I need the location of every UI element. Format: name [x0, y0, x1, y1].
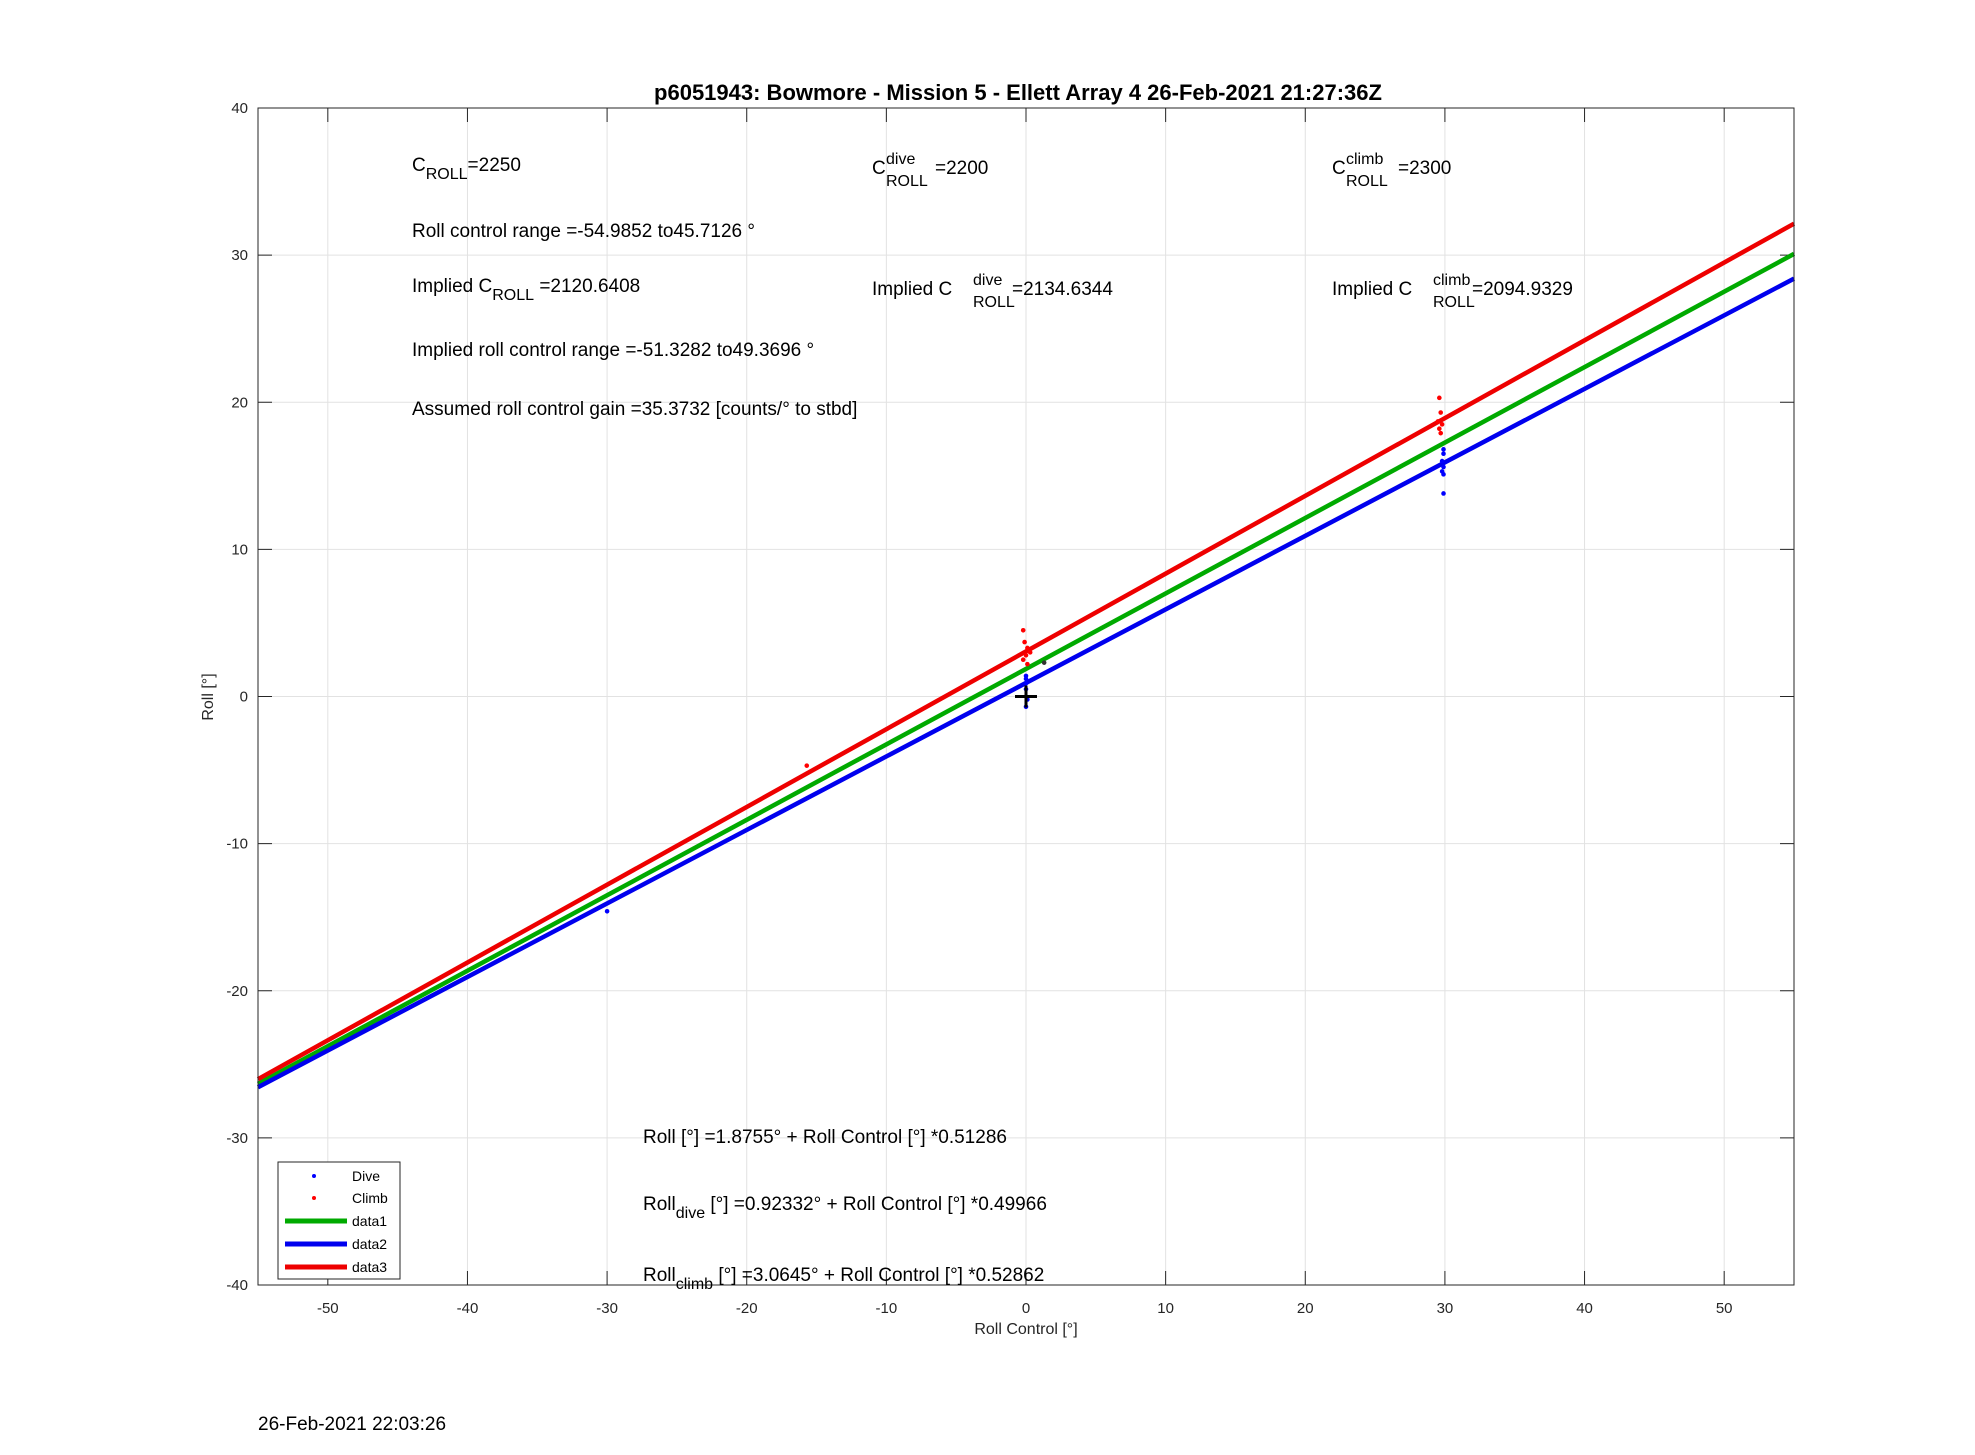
x-tick-label: 30	[1437, 1300, 1454, 1317]
series-line-data3	[256, 221, 1796, 1082]
x-tick-label: 0	[1022, 1300, 1030, 1317]
implied-c-roll-climb-sub: ROLL	[1433, 294, 1475, 311]
c-roll-climb-annotation: C	[1332, 158, 1346, 179]
legend-dive-marker	[312, 1174, 316, 1178]
point-dive	[1441, 447, 1446, 452]
c-roll-dive-value: =2200	[935, 158, 988, 179]
y-tick-label: -30	[226, 1130, 248, 1147]
implied-c-roll-climb-value: =2094.9329	[1472, 279, 1573, 300]
y-tick-label: -40	[226, 1277, 248, 1294]
y-tick-label: -10	[226, 836, 248, 853]
c-roll-annotation: CROLL=2250	[412, 155, 521, 183]
legend-data1-label: data1	[352, 1213, 387, 1229]
y-tick-label: 30	[231, 247, 248, 264]
point-climb	[1435, 419, 1441, 424]
x-tick-label: -10	[876, 1300, 898, 1317]
point-climb	[1027, 650, 1033, 655]
x-tick-label: -20	[736, 1300, 758, 1317]
point-dive	[1023, 680, 1029, 686]
point-climb	[1025, 661, 1030, 667]
y-tick-label: 20	[231, 394, 248, 411]
c-roll-dive-sub: ROLL	[886, 173, 928, 190]
implied-c-roll-dive: Implied C	[872, 279, 952, 300]
series-line-data1	[256, 251, 1796, 1086]
point-dive	[604, 909, 610, 914]
point-dive	[1439, 458, 1445, 464]
implied-c-roll-dive-sub: ROLL	[973, 294, 1015, 311]
y-tick-label: -20	[226, 983, 248, 1000]
x-tick-label: -50	[317, 1300, 339, 1317]
implied-c-roll: Implied CROLL =2120.6408	[412, 276, 640, 304]
fit-climb-equation: Rollclimb [°] =3.0645° + Roll Control [°…	[643, 1265, 1044, 1293]
y-tick-label: 40	[231, 100, 248, 117]
point-dive	[1441, 472, 1446, 477]
implied-range: Implied roll control range =-51.3282 to4…	[412, 340, 814, 361]
roll-control-gain: Assumed roll control gain =35.3732 [coun…	[412, 399, 857, 420]
point-dive	[1441, 464, 1446, 470]
fit-dive-equation: Rolldive [°] =0.92332° + Roll Control [°…	[643, 1194, 1047, 1222]
point-climb	[1022, 639, 1027, 645]
x-tick-label: 50	[1716, 1300, 1733, 1317]
print-timestamp: 26-Feb-2021 22:03:26	[258, 1414, 446, 1435]
annotations: CROLL=2250 C dive ROLL =2200 C climb ROL…	[412, 151, 1573, 1293]
point-climb	[1437, 426, 1442, 432]
fit-all-equation: Roll [°] =1.8755° + Roll Control [°] *0.…	[643, 1127, 1007, 1148]
point-climb	[1023, 653, 1029, 658]
x-axis-label: Roll Control [°]	[974, 1321, 1077, 1338]
x-tick-label: -30	[596, 1300, 618, 1317]
point-climb	[1025, 645, 1030, 651]
point-climb	[1437, 395, 1442, 401]
legend-dive-label: Dive	[352, 1168, 380, 1184]
legend-climb-marker	[312, 1196, 316, 1200]
x-tick-label: 10	[1157, 1300, 1174, 1317]
implied-c-roll-climb-sup: climb	[1433, 272, 1470, 289]
c-roll-climb-sup: climb	[1346, 151, 1383, 168]
point-dive	[1441, 491, 1446, 496]
data-points	[604, 395, 1446, 914]
legend: Dive Climb data1 data2 data3	[277, 1161, 401, 1280]
y-tick-label: 0	[240, 689, 248, 706]
tick-labels: -50 -40 -30 -20 -10 0 10 20 30 40 50 -40 -30 -20 -10 0 1…	[226, 100, 1732, 1317]
point-climb	[1438, 410, 1444, 415]
point-climb	[1020, 627, 1026, 633]
legend-climb-label: Climb	[352, 1190, 388, 1206]
point-climb	[1439, 422, 1445, 427]
point-climb	[804, 763, 810, 768]
legend-data2-label: data2	[352, 1236, 387, 1252]
chart-title: p6051943: Bowmore - Mission 5 - Ellett A…	[654, 80, 1382, 105]
roll-control-range: Roll control range =-54.9852 to45.7126 °	[412, 221, 755, 242]
c-roll-climb-value: =2300	[1398, 158, 1451, 179]
c-roll-dive-annotation: C	[872, 158, 886, 179]
point-climb	[1020, 657, 1026, 663]
implied-c-roll-dive-sup: dive	[973, 272, 1002, 289]
point-dive	[1023, 673, 1029, 679]
plot-frame	[257, 107, 1795, 1286]
tick-marks	[258, 107, 1794, 1286]
x-tick-label: 40	[1576, 1300, 1593, 1317]
implied-c-roll-dive-value: =2134.6344	[1012, 279, 1113, 300]
x-tick-label: -40	[457, 1300, 479, 1317]
y-axis-label: Roll [°]	[200, 673, 217, 720]
point-extra	[1041, 660, 1047, 665]
implied-c-roll-climb: Implied C	[1332, 279, 1412, 300]
point-climb	[1438, 430, 1444, 436]
origin-marker	[1015, 685, 1037, 708]
y-tick-label: 10	[231, 541, 248, 558]
c-roll-dive-sup: dive	[886, 151, 915, 168]
legend-data3-label: data3	[352, 1259, 387, 1275]
x-tick-label: 20	[1297, 1300, 1314, 1317]
c-roll-climb-sub: ROLL	[1346, 173, 1388, 190]
point-dive	[1441, 451, 1446, 457]
